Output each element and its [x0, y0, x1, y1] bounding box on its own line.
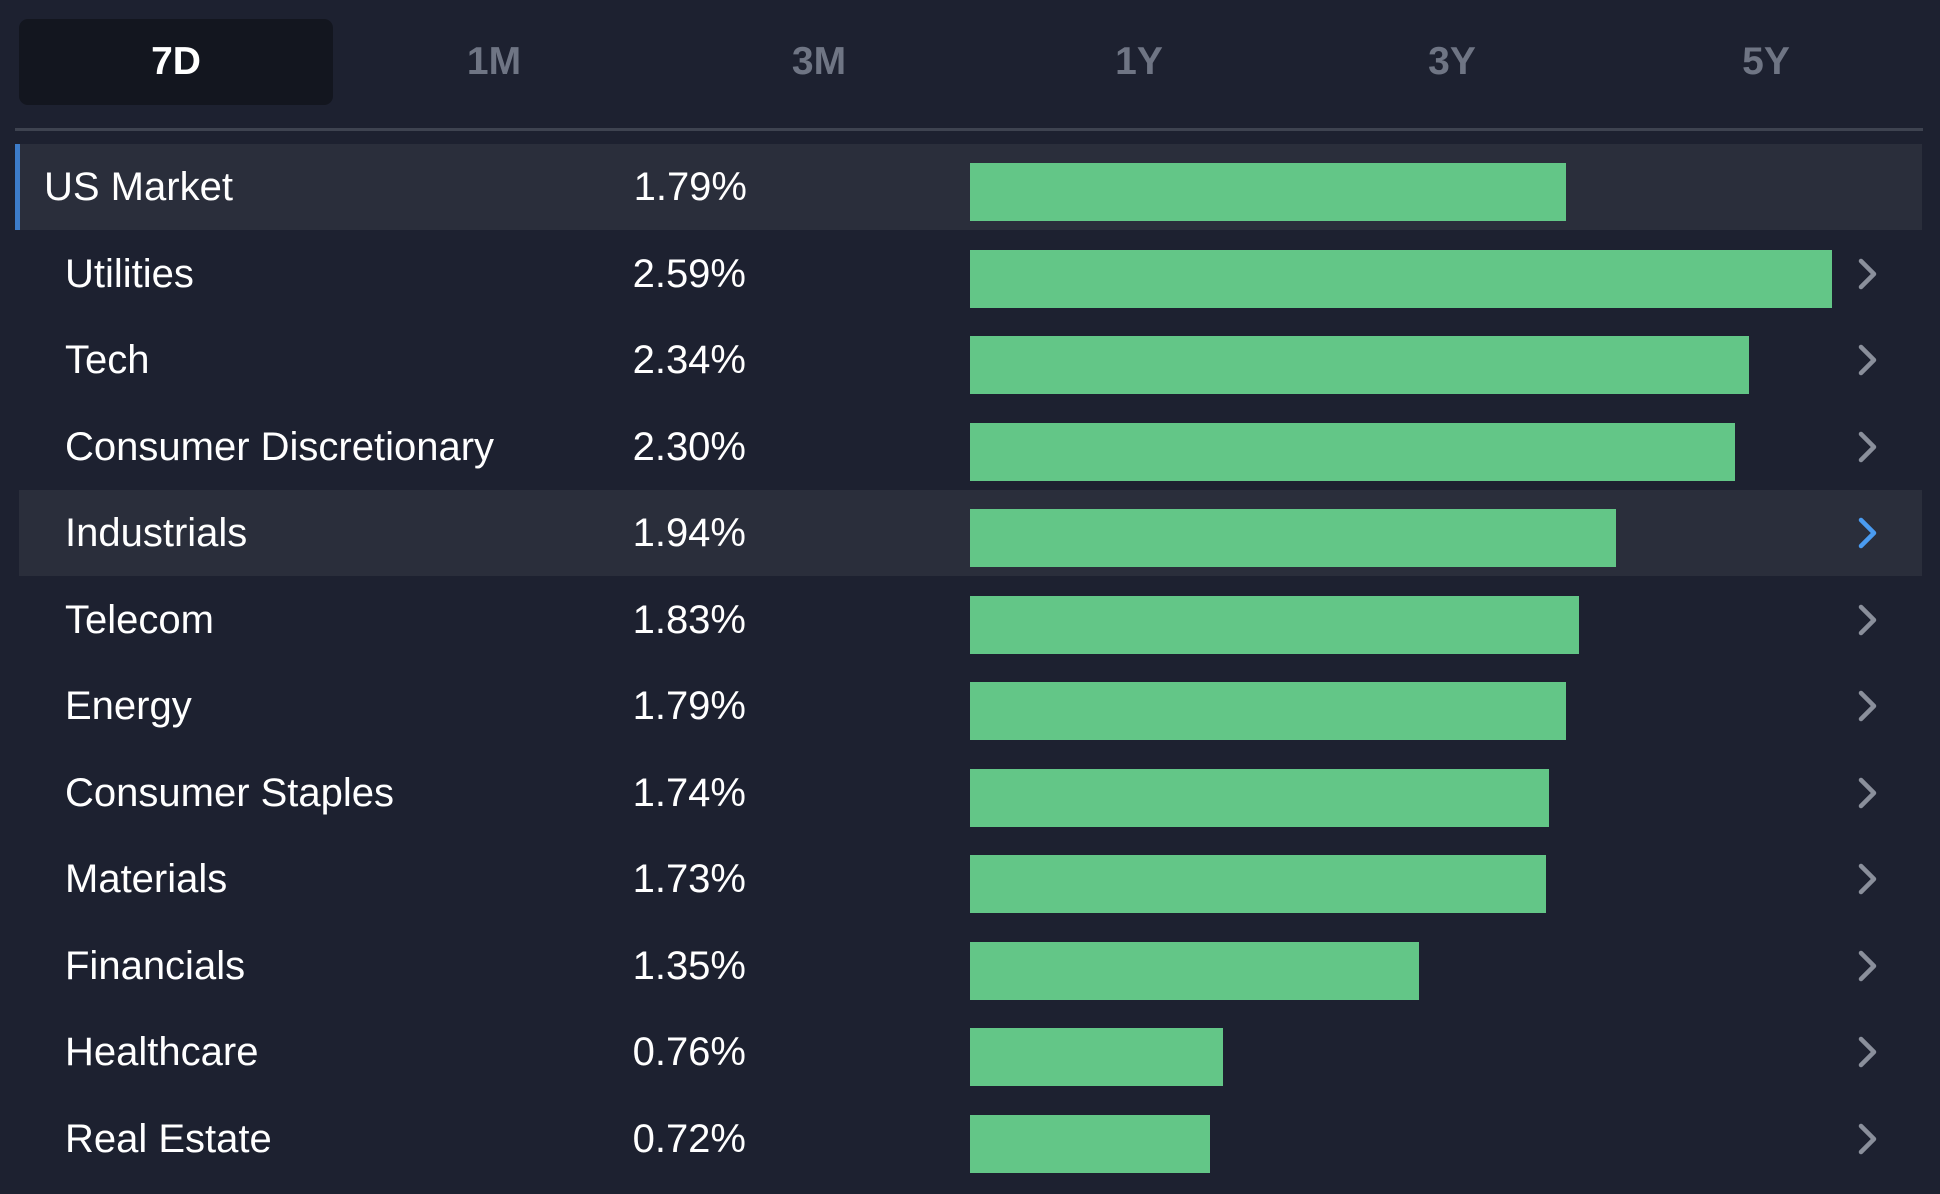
sector-value: 1.73% [632, 856, 746, 901]
sector-bar [970, 942, 1419, 1000]
sector-label: Consumer Staples [65, 770, 395, 815]
sector-bar-track [970, 682, 1832, 740]
sector-value: 1.94% [632, 510, 746, 555]
sector-value: 1.35% [632, 943, 746, 988]
sector-value: 0.72% [632, 1116, 746, 1161]
market-value: 1.79% [633, 164, 747, 209]
sector-row[interactable]: Real Estate 0.72% [19, 1096, 1922, 1182]
market-row[interactable]: US Market 1.79% [15, 144, 1922, 230]
market-label: US Market [44, 164, 233, 209]
sector-bar [970, 1028, 1223, 1086]
sector-bar-track [970, 423, 1832, 481]
sector-bar [970, 769, 1549, 827]
sector-row[interactable]: Healthcare 0.76% [19, 1009, 1922, 1095]
sector-bar-track [970, 1028, 1832, 1086]
chevron-right-icon[interactable] [1849, 1120, 1887, 1158]
chevron-right-icon[interactable] [1849, 860, 1887, 898]
sector-row[interactable]: Materials 1.73% [19, 836, 1922, 922]
sector-bar-track [970, 250, 1832, 308]
sector-label: Healthcare [65, 1029, 259, 1074]
sector-value: 1.74% [632, 770, 746, 815]
sector-bar [970, 1115, 1210, 1173]
chevron-right-icon[interactable] [1849, 255, 1887, 293]
sector-label: Financials [65, 943, 246, 988]
chevron-right-icon[interactable] [1849, 947, 1887, 985]
period-tabs: 7D 1M 3M 1Y 3Y 5Y [19, 19, 1921, 105]
sector-value: 2.30% [632, 424, 746, 469]
chevron-right-icon[interactable] [1849, 1033, 1887, 1071]
tab-5y[interactable]: 5Y [1742, 40, 1790, 83]
sector-label: Real Estate [65, 1116, 272, 1161]
chevron-right-icon[interactable] [1849, 774, 1887, 812]
sector-bar-track [970, 942, 1832, 1000]
sector-bar [970, 682, 1566, 740]
sector-bar-track [970, 596, 1832, 654]
sector-label: Telecom [65, 597, 214, 642]
sector-bar [970, 596, 1579, 654]
sector-value: 1.79% [632, 683, 746, 728]
sector-label: Materials [65, 856, 228, 901]
sector-bar-track [970, 1115, 1832, 1173]
chevron-right-icon[interactable] [1849, 514, 1887, 552]
chevron-right-icon[interactable] [1849, 428, 1887, 466]
chevron-right-icon[interactable] [1849, 687, 1887, 725]
sector-row[interactable]: Industrials 1.94% [19, 490, 1922, 576]
sector-bar [970, 855, 1546, 913]
tab-7d[interactable]: 7D [19, 19, 333, 105]
sector-bar [970, 250, 1832, 308]
tab-1y[interactable]: 1Y [1115, 40, 1163, 83]
sector-label: Utilities [65, 251, 194, 296]
chevron-right-icon[interactable] [1849, 601, 1887, 639]
sector-value: 2.34% [632, 337, 746, 382]
sector-row[interactable]: Telecom 1.83% [19, 577, 1922, 663]
sector-bar-track [970, 769, 1832, 827]
tab-3m[interactable]: 3M [791, 40, 847, 83]
market-accent [15, 144, 20, 230]
sector-row[interactable]: Financials 1.35% [19, 923, 1922, 1009]
sector-row[interactable]: Consumer Discretionary 2.30% [19, 404, 1922, 490]
tab-divider [15, 128, 1923, 131]
sector-row[interactable]: Energy 1.79% [19, 663, 1922, 749]
sector-row[interactable]: Consumer Staples 1.74% [19, 750, 1922, 836]
tab-1m[interactable]: 1M [466, 40, 522, 83]
tab-3y[interactable]: 3Y [1428, 40, 1476, 83]
sector-bar-track [970, 855, 1832, 913]
sector-bar [970, 423, 1735, 481]
sector-label: Industrials [65, 510, 248, 555]
sector-row[interactable]: Utilities 2.59% [19, 231, 1922, 317]
market-bar [970, 163, 1566, 221]
sector-row[interactable]: Tech 2.34% [19, 317, 1922, 403]
sector-bar [970, 509, 1616, 567]
sector-bar-track [970, 509, 1832, 567]
sector-value: 0.76% [632, 1029, 746, 1074]
sector-bar-track [970, 336, 1832, 394]
chevron-right-icon[interactable] [1849, 341, 1887, 379]
sector-value: 2.59% [632, 251, 746, 296]
sector-bar [970, 336, 1749, 394]
sector-label: Energy [65, 683, 192, 728]
market-bar-track [970, 163, 1832, 221]
sector-label: Tech [65, 337, 150, 382]
sector-value: 1.83% [632, 597, 746, 642]
sector-label: Consumer Discretionary [65, 424, 495, 469]
